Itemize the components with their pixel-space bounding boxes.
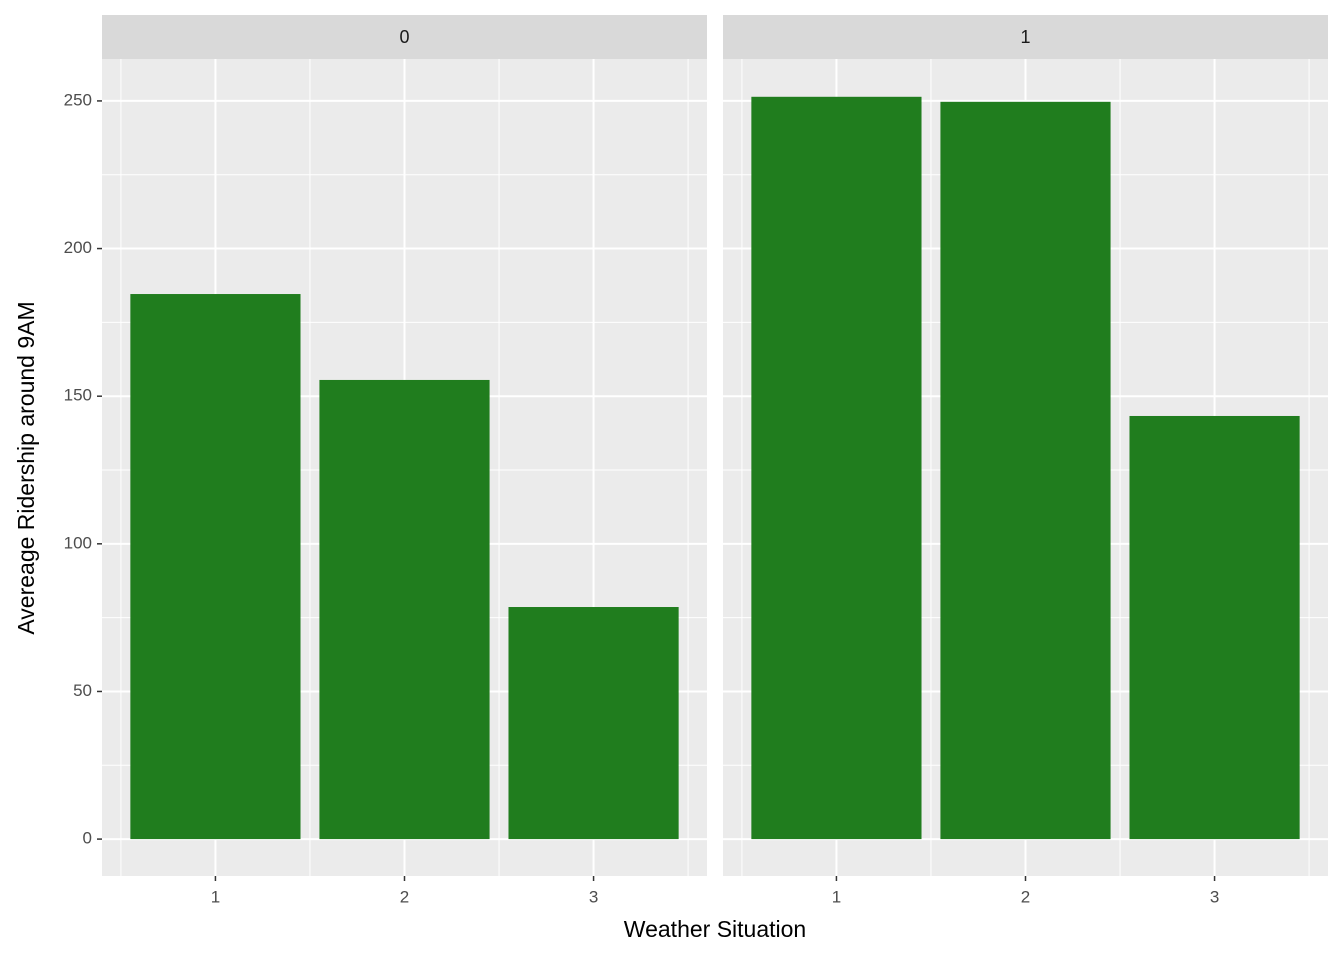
x-tick-label: 2 <box>1021 887 1030 906</box>
y-axis-title: Avereage Ridership around 9AM <box>13 301 39 634</box>
x-tick-label: 3 <box>589 887 598 906</box>
x-axis-title: Weather Situation <box>624 916 806 942</box>
x-tick-label: 1 <box>211 887 220 906</box>
y-tick-label: 100 <box>64 533 92 552</box>
x-tick-label: 3 <box>1210 887 1219 906</box>
y-tick-label: 0 <box>83 829 92 848</box>
y-tick-label: 200 <box>64 238 92 257</box>
y-tick-label: 50 <box>73 681 92 700</box>
x-tick-label: 1 <box>832 887 841 906</box>
bar <box>130 294 301 840</box>
bar <box>751 96 922 840</box>
bar <box>940 101 1111 840</box>
bar <box>1129 415 1300 840</box>
y-tick-label: 250 <box>64 90 92 109</box>
bar <box>319 379 490 840</box>
strip-label: 1 <box>1020 27 1030 47</box>
y-tick-label: 150 <box>64 386 92 405</box>
strip-background <box>102 15 707 59</box>
bar <box>508 607 679 840</box>
x-tick-label: 2 <box>400 887 409 906</box>
strip-label: 0 <box>399 27 409 47</box>
strip-background <box>723 15 1328 59</box>
